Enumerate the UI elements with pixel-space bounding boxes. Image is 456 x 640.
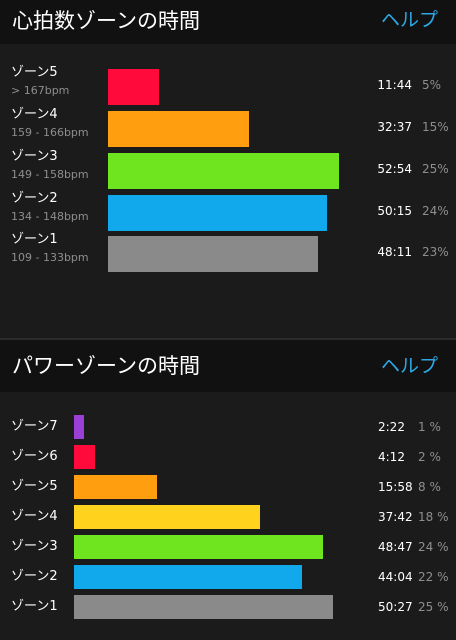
zone-row: ゾーン3 149 - 158bpm 52:54 25% <box>0 149 456 189</box>
zone-name: ゾーン5 <box>11 479 58 494</box>
zone-bar <box>74 595 333 619</box>
zone-percent: 25% <box>422 162 449 176</box>
zone-percent: 2 % <box>418 450 441 464</box>
zone-name: ゾーン2 <box>11 569 58 584</box>
zone-bpm-range: 149 - 158bpm <box>11 168 89 181</box>
zone-row: ゾーン1 50:27 25 % <box>0 595 456 619</box>
zone-bpm-range: 159 - 166bpm <box>11 126 89 139</box>
zone-time: 15:58 <box>378 480 413 494</box>
zone-bar <box>74 415 84 439</box>
zone-row: ゾーン4 37:42 18 % <box>0 505 456 529</box>
zone-row: ゾーン5 15:58 8 % <box>0 475 456 499</box>
heart-rate-panel-header: 心拍数ゾーンの時間 ヘルプ <box>0 0 456 44</box>
heart-rate-zone-list: ゾーン5 > 167bpm 11:44 5% ゾーン4 159 - 166bpm 32:37… <box>0 65 456 272</box>
zone-time: 37:42 <box>378 510 413 524</box>
zone-row: ゾーン7 2:22 1 % <box>0 415 456 439</box>
zone-percent: 23% <box>422 245 449 259</box>
zone-bar <box>74 475 157 499</box>
zone-bar <box>108 195 327 231</box>
zone-name: ゾーン5 <box>11 65 58 80</box>
zone-bar <box>74 445 95 469</box>
power-zone-panel: パワーゾーンの時間 ヘルプ ゾーン7 2:22 1 % ゾーン6 4:12 2 % ゾーン5… <box>0 340 456 640</box>
heart-rate-zone-panel: 心拍数ゾーンの時間 ヘルプ ゾーン5 > 167bpm 11:44 5% ゾーン4 159… <box>0 0 456 272</box>
zone-bar <box>108 236 318 272</box>
zone-time: 4:12 <box>378 450 405 464</box>
zone-percent: 15% <box>422 120 449 134</box>
zone-name: ゾーン4 <box>11 107 58 122</box>
zone-name: ゾーン1 <box>11 599 58 614</box>
zone-bar <box>108 69 159 105</box>
zone-name: ゾーン2 <box>11 191 58 206</box>
heart-rate-help-link[interactable]: ヘルプ <box>380 9 438 31</box>
zone-percent: 24 % <box>418 540 449 554</box>
power-panel-header: パワーゾーンの時間 ヘルプ <box>0 340 456 392</box>
zone-percent: 1 % <box>418 420 441 434</box>
zone-row: ゾーン3 48:47 24 % <box>0 535 456 559</box>
zone-bar <box>108 111 249 147</box>
zone-percent: 24% <box>422 204 449 218</box>
zone-bpm-range: 134 - 148bpm <box>11 210 89 223</box>
zone-bpm-range: 109 - 133bpm <box>11 251 89 264</box>
zone-bar <box>108 153 339 189</box>
zone-bpm-range: > 167bpm <box>11 84 70 97</box>
zone-row: ゾーン1 109 - 133bpm 48:11 23% <box>0 232 456 272</box>
zone-row: ゾーン2 134 - 148bpm 50:15 24% <box>0 191 456 231</box>
zone-row: ゾーン6 4:12 2 % <box>0 445 456 469</box>
zone-time: 44:04 <box>378 570 413 584</box>
zone-name: ゾーン3 <box>11 539 58 554</box>
zone-name: ゾーン3 <box>11 149 58 164</box>
zone-percent: 18 % <box>418 510 449 524</box>
zone-percent: 8 % <box>418 480 441 494</box>
zone-percent: 25 % <box>418 600 449 614</box>
heart-rate-zone-title: 心拍数ゾーンの時間 <box>12 9 200 33</box>
zone-bar <box>74 565 302 589</box>
zone-row: ゾーン5 > 167bpm 11:44 5% <box>0 65 456 105</box>
zone-percent: 5% <box>422 78 442 92</box>
zone-time: 48:47 <box>378 540 413 554</box>
zone-row: ゾーン2 44:04 22 % <box>0 565 456 589</box>
zone-time: 50:15 <box>377 204 412 218</box>
zone-percent: 22 % <box>418 570 449 584</box>
section-divider <box>0 338 456 340</box>
zone-bar <box>74 505 260 529</box>
zone-row: ゾーン4 159 - 166bpm 32:37 15% <box>0 107 456 147</box>
zone-name: ゾーン1 <box>11 232 58 247</box>
zone-time: 2:22 <box>378 420 405 434</box>
power-zone-title: パワーゾーンの時間 <box>12 354 200 378</box>
zone-name: ゾーン4 <box>11 509 58 524</box>
zone-bar <box>74 535 323 559</box>
zone-time: 32:37 <box>377 120 412 134</box>
zone-name: ゾーン6 <box>11 449 58 464</box>
zone-time: 50:27 <box>378 600 413 614</box>
zone-name: ゾーン7 <box>11 419 58 434</box>
zone-time: 52:54 <box>377 162 412 176</box>
zone-time: 48:11 <box>377 245 412 259</box>
zone-time: 11:44 <box>377 78 412 92</box>
power-help-link[interactable]: ヘルプ <box>380 355 438 377</box>
power-zone-list: ゾーン7 2:22 1 % ゾーン6 4:12 2 % ゾーン5 15:58 8 % ゾーン4 37… <box>0 340 456 640</box>
